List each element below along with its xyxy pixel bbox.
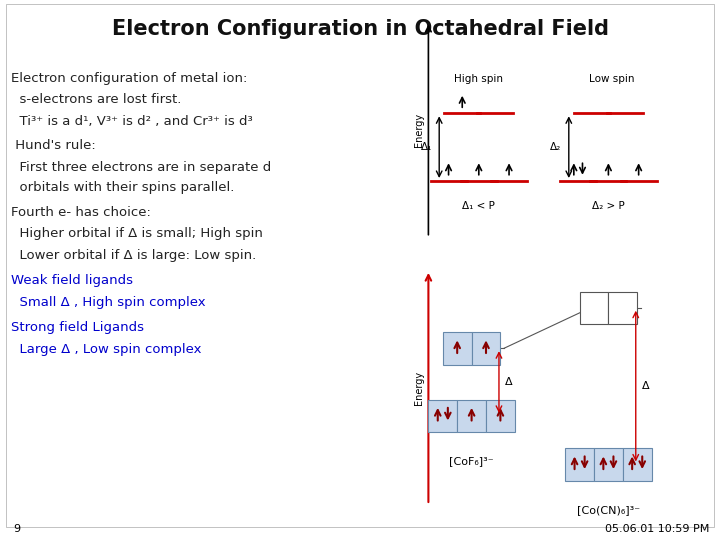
Text: Δ₁: Δ₁ — [420, 142, 432, 152]
Text: s-electrons are lost first.: s-electrons are lost first. — [11, 93, 181, 106]
Text: Δ: Δ — [642, 381, 649, 391]
Text: Large Δ , Low spin complex: Large Δ , Low spin complex — [11, 343, 202, 356]
Text: [Co(CN)₆]³⁻: [Co(CN)₆]³⁻ — [577, 505, 640, 515]
Bar — [472, 332, 500, 365]
Bar — [486, 400, 515, 432]
Bar — [443, 332, 472, 365]
Text: Weak field ligands: Weak field ligands — [11, 274, 132, 287]
Text: Energy: Energy — [414, 370, 424, 404]
Text: First three electrons are in separate d: First three electrons are in separate d — [11, 161, 271, 174]
Text: Small Δ , High spin complex: Small Δ , High spin complex — [11, 296, 205, 309]
Bar — [580, 292, 608, 324]
Bar — [457, 400, 486, 432]
Bar — [594, 448, 623, 481]
Text: Hund's rule:: Hund's rule: — [11, 139, 96, 152]
Text: Δ₂: Δ₂ — [550, 142, 562, 152]
Text: Strong field Ligands: Strong field Ligands — [11, 321, 144, 334]
Text: Electron configuration of metal ion:: Electron configuration of metal ion: — [11, 72, 247, 85]
Text: Low spin: Low spin — [589, 73, 635, 84]
Text: Fourth e- has choice:: Fourth e- has choice: — [11, 206, 150, 219]
Bar — [565, 448, 594, 481]
Text: High spin: High spin — [454, 73, 503, 84]
Bar — [608, 292, 637, 324]
Text: 05.06.01 10:59 PM: 05.06.01 10:59 PM — [605, 524, 709, 534]
Text: [CoF₆]³⁻: [CoF₆]³⁻ — [449, 456, 494, 467]
Text: Energy: Energy — [414, 112, 424, 147]
Text: 9: 9 — [13, 524, 20, 534]
Text: orbitals with their spins parallel.: orbitals with their spins parallel. — [11, 181, 234, 194]
Text: Δ: Δ — [505, 377, 513, 387]
Text: Δ₁ < P: Δ₁ < P — [462, 201, 495, 212]
Text: Electron Configuration in Octahedral Field: Electron Configuration in Octahedral Fie… — [112, 19, 608, 39]
Text: Higher orbital if Δ is small; High spin: Higher orbital if Δ is small; High spin — [11, 227, 263, 240]
Text: Ti³⁺ is a d¹, V³⁺ is d² , and Cr³⁺ is d³: Ti³⁺ is a d¹, V³⁺ is d² , and Cr³⁺ is d³ — [11, 115, 253, 128]
Bar — [428, 400, 457, 432]
Text: Lower orbital if Δ is large: Low spin.: Lower orbital if Δ is large: Low spin. — [11, 249, 256, 262]
Text: Δ₂ > P: Δ₂ > P — [592, 201, 625, 212]
Bar — [623, 448, 652, 481]
